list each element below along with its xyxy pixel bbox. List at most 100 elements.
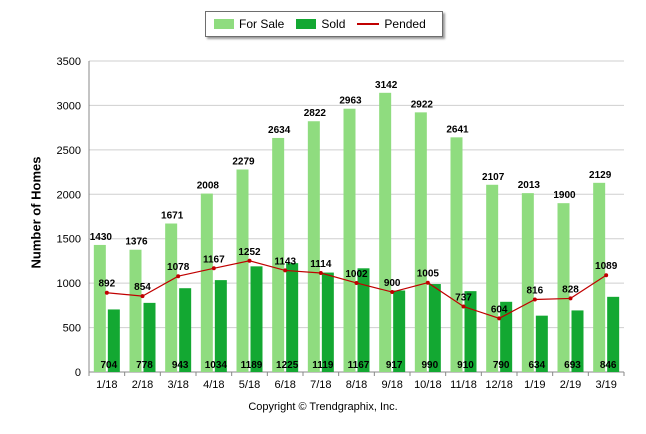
bar-for-sale bbox=[379, 92, 392, 373]
data-label-pended: 1114 bbox=[310, 259, 332, 270]
bar-sold bbox=[607, 296, 620, 372]
y-tick-label: 3000 bbox=[57, 100, 81, 112]
point-pended bbox=[104, 290, 109, 295]
point-pended bbox=[318, 271, 323, 276]
data-label-sold: 1225 bbox=[276, 360, 299, 371]
legend-label-for-sale: For Sale bbox=[239, 17, 285, 31]
x-tick-label: 1/19 bbox=[524, 379, 545, 391]
data-label-sold: 910 bbox=[457, 360, 474, 371]
bar-sold bbox=[500, 301, 513, 372]
x-tick-label: 2/18 bbox=[132, 379, 153, 391]
data-label-pended: 1002 bbox=[345, 269, 368, 280]
data-label-for-sale: 2013 bbox=[518, 180, 541, 191]
x-tick-label: 1/18 bbox=[96, 379, 117, 391]
bar-for-sale bbox=[165, 223, 178, 372]
x-tick-label: 10/18 bbox=[414, 379, 442, 391]
bar-sold bbox=[321, 272, 334, 372]
y-tick-label: 1000 bbox=[57, 278, 81, 290]
data-label-for-sale: 1671 bbox=[161, 211, 184, 222]
y-tick-label: 1500 bbox=[57, 234, 81, 246]
data-label-for-sale: 2963 bbox=[339, 96, 362, 107]
data-label-pended: 1252 bbox=[238, 247, 261, 258]
point-pended bbox=[247, 258, 252, 263]
data-label-for-sale: 2008 bbox=[197, 181, 220, 192]
bar-sold bbox=[179, 288, 192, 372]
point-pended bbox=[354, 280, 359, 285]
data-label-pended: 816 bbox=[526, 285, 543, 296]
x-tick-label: 8/18 bbox=[346, 379, 367, 391]
data-label-for-sale: 1900 bbox=[553, 190, 576, 201]
point-pended bbox=[390, 290, 395, 295]
bar-for-sale bbox=[129, 249, 142, 372]
bar-sold bbox=[286, 263, 299, 372]
x-tick-label: 2/19 bbox=[560, 379, 581, 391]
bar-for-sale bbox=[486, 184, 499, 372]
bar-for-sale bbox=[450, 137, 463, 372]
data-label-sold: 846 bbox=[600, 360, 617, 371]
data-label-for-sale: 2641 bbox=[446, 124, 469, 135]
x-tick-label: 4/18 bbox=[203, 379, 224, 391]
bar-for-sale bbox=[236, 169, 249, 372]
bar-for-sale bbox=[593, 182, 606, 372]
bar-sold bbox=[107, 309, 120, 372]
bar-sold bbox=[250, 266, 263, 372]
data-label-for-sale: 1430 bbox=[90, 232, 113, 243]
x-tick-label: 11/18 bbox=[450, 379, 477, 391]
bar-for-sale bbox=[307, 121, 320, 372]
x-tick-label: 6/18 bbox=[274, 379, 295, 391]
bar-for-sale bbox=[200, 193, 213, 372]
data-label-for-sale: 2922 bbox=[411, 99, 434, 110]
data-label-pended: 900 bbox=[384, 278, 401, 289]
data-label-sold: 1189 bbox=[241, 360, 263, 371]
data-label-for-sale: 2129 bbox=[589, 170, 612, 181]
bar-sold bbox=[357, 268, 370, 372]
bar-sold bbox=[464, 291, 477, 372]
data-label-sold: 1119 bbox=[312, 360, 334, 371]
legend-swatch-sold bbox=[296, 19, 317, 29]
y-tick-label: 2500 bbox=[57, 145, 81, 157]
bar-sold bbox=[143, 302, 156, 372]
point-pended bbox=[461, 304, 466, 309]
bar-sold bbox=[571, 310, 584, 372]
data-label-for-sale: 2822 bbox=[304, 108, 327, 119]
bar-for-sale bbox=[343, 108, 356, 373]
data-label-sold: 778 bbox=[136, 360, 153, 371]
legend-label-sold: Sold bbox=[321, 17, 346, 31]
point-pended bbox=[532, 297, 537, 302]
point-pended bbox=[497, 316, 502, 321]
data-label-pended: 828 bbox=[562, 284, 579, 295]
y-tick-label: 0 bbox=[75, 367, 81, 379]
data-label-for-sale: 3142 bbox=[375, 80, 398, 91]
point-pended bbox=[211, 266, 216, 271]
y-tick-label: 500 bbox=[63, 323, 81, 335]
x-tick-label: 3/19 bbox=[595, 379, 616, 391]
bar-for-sale bbox=[557, 203, 570, 372]
x-tick-label: 7/18 bbox=[310, 379, 331, 391]
data-label-sold: 634 bbox=[528, 360, 545, 371]
x-tick-label: 12/18 bbox=[485, 379, 513, 391]
data-label-pended: 854 bbox=[134, 282, 151, 293]
x-tick-label: 9/18 bbox=[381, 379, 402, 391]
data-label-pended: 737 bbox=[455, 293, 472, 304]
bar-for-sale bbox=[521, 193, 534, 372]
data-label-pended: 1089 bbox=[595, 261, 618, 272]
data-label-pended: 1167 bbox=[203, 254, 225, 265]
data-label-sold: 693 bbox=[564, 360, 581, 371]
data-label-sold: 1034 bbox=[205, 360, 228, 371]
data-label-sold: 917 bbox=[386, 360, 403, 371]
data-label-for-sale: 2279 bbox=[232, 156, 255, 167]
bar-for-sale bbox=[272, 137, 285, 372]
x-tick-label: 3/18 bbox=[167, 379, 188, 391]
data-label-sold: 990 bbox=[421, 360, 438, 371]
bar-sold bbox=[428, 284, 441, 372]
point-pended bbox=[283, 268, 288, 273]
data-label-for-sale: 2107 bbox=[482, 172, 505, 183]
data-label-pended: 604 bbox=[491, 304, 508, 315]
y-tick-label: 2000 bbox=[57, 189, 81, 201]
legend-swatch-pended bbox=[357, 23, 380, 25]
legend-swatch-for-sale bbox=[214, 19, 234, 29]
bar-sold bbox=[535, 315, 548, 372]
data-label-sold: 943 bbox=[172, 360, 189, 371]
data-label-pended: 892 bbox=[98, 279, 115, 290]
